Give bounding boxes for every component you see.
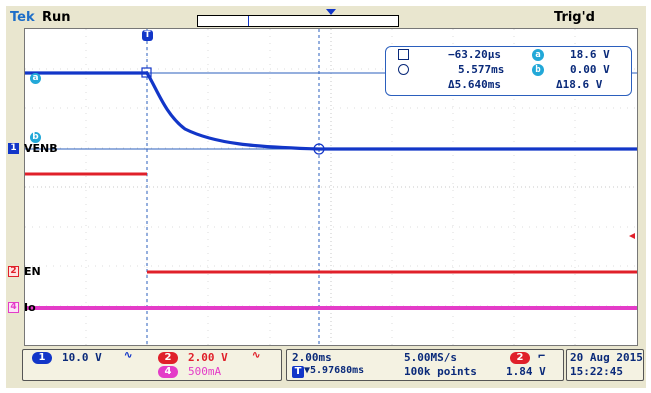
ch2-label: EN [24,265,41,278]
trigger-status: Trig'd [554,10,595,25]
ch1-scale-icon: 1 [32,352,52,364]
timebase-scale[interactable]: 2.00ms [292,351,332,364]
trigger-position-marker [326,9,336,15]
top-status-bar: Tek Run Trig'd [6,9,646,32]
ch2-scale-icon: 2 [158,352,178,364]
ch1-waveform [25,71,637,151]
trigger-marker-icon[interactable]: T [142,30,153,41]
datetime-box [566,349,644,381]
cursor-1-square-icon [398,49,409,60]
graticule [25,29,637,345]
waveform-plot [25,29,637,345]
trigger-level[interactable]: 1.84 V [506,365,546,378]
trigger-level-icon [629,233,635,239]
cursor-readout: −63.20μs 5.577ms Δ5.640ms a b 18.6 V 0.0… [385,46,632,96]
cursor-b-value: 0.00 V [570,63,610,76]
sample-rate: 5.00MS/s [404,351,457,364]
ch4-marker-icon[interactable]: 4 [8,302,19,313]
ch1-marker-icon[interactable]: 1 [8,143,19,154]
ch2-marker-icon[interactable]: 2 [8,266,19,277]
vertical-settings-box[interactable] [22,349,282,381]
ch1-bandwidth-icon: ∿ [124,350,133,361]
ch2-scale[interactable]: 2.00 V [188,351,228,364]
ch1-label: VENB [24,142,58,155]
brand-logo: Tek [10,10,35,25]
ch1-scale[interactable]: 10.0 V [62,351,102,364]
trigger-slope-icon: ⌐ [538,349,546,363]
cursor-2-marker [313,143,325,155]
cursor-a-value: 18.6 V [570,48,610,61]
ch4-label: Io [24,301,36,314]
cursor-1-marker [141,67,152,78]
date: 20 Aug 2015 [570,351,643,364]
record-length: 100k points [404,365,477,378]
delta-time: Δ5.640ms [448,78,501,91]
trigger-source-icon: 2 [510,352,530,364]
cursor-2-time: 5.577ms [458,63,505,76]
ch2-bandwidth-icon: ∿ [252,350,261,361]
cursor-a-readout-icon: a [532,49,544,61]
ch4-scale-icon: 4 [158,366,178,378]
time: 15:22:45 [570,365,623,378]
cursor-b-icon: b [30,132,41,143]
acquisition-status: Run [42,10,71,25]
ch2-waveform [25,172,637,274]
delta-value: Δ18.6 V [556,78,603,91]
horizontal-position-icon: T [292,366,304,378]
cursor-b-readout-icon: b [532,64,544,76]
ch4-scale[interactable]: 500mA [188,365,222,378]
bottom-status-bar: 1 10.0 V ∿ 2 2.00 V ∿ 4 500mA 2.00ms 5.0… [22,349,644,385]
cursor-a-icon: a [30,73,41,84]
cursor-2-circle-icon [398,64,409,75]
horizontal-position[interactable]: ▼5.97680ms [304,365,365,376]
record-position-bar[interactable] [197,9,399,27]
cursor-1-time: −63.20μs [448,48,501,61]
